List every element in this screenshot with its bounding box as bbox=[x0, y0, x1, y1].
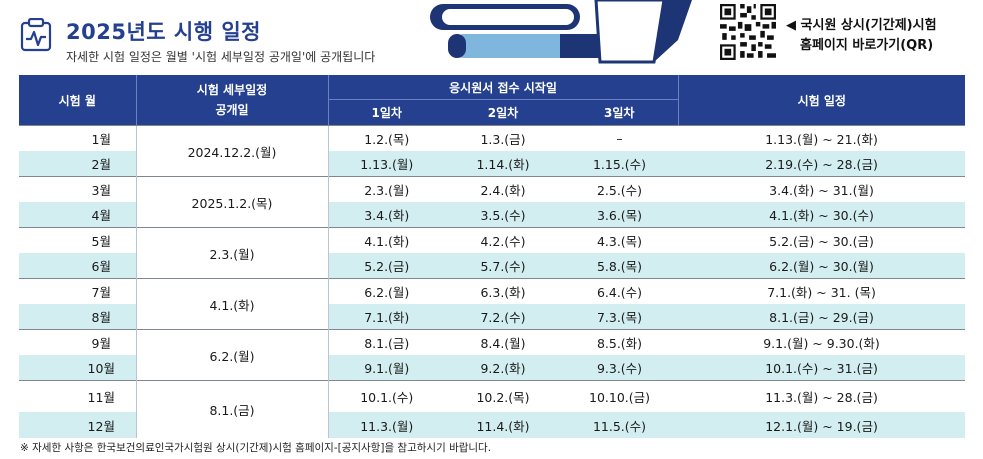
day1-cell: 2.3.(월) bbox=[328, 176, 445, 202]
day3-cell: 11.5.(수) bbox=[561, 412, 679, 438]
day1-cell: 8.1.(금) bbox=[328, 329, 445, 355]
table-row: 8월 7.1.(화) 7.2.(수) 7.3.(목) 8.1.(금) ~ 29.… bbox=[19, 304, 966, 330]
header-day3: 3일차 bbox=[561, 99, 679, 126]
day3-cell: 3.6.(목) bbox=[561, 202, 679, 228]
qr-text-line2: 홈페이지 바로가기(QR) bbox=[800, 38, 934, 53]
day1-cell: 7.1.(화) bbox=[328, 304, 445, 330]
month-cell: 10월 bbox=[19, 355, 136, 381]
day3-cell: 10.10.(금) bbox=[561, 380, 679, 412]
day3-cell: 7.3.(목) bbox=[561, 304, 679, 330]
month-cell: 7월 bbox=[19, 278, 136, 304]
day1-cell: 10.1.(수) bbox=[328, 380, 445, 412]
schedule-cell: 8.1.(금) ~ 29.(금) bbox=[678, 304, 966, 330]
schedule-cell: 3.4.(화) ~ 31.(월) bbox=[678, 176, 966, 202]
schedule-cell: 11.3.(월) ~ 28.(금) bbox=[678, 380, 966, 412]
table-row: 7월 4.1.(화) 6.2.(월) 6.3.(화) 6.4.(수) 7.1.(… bbox=[19, 278, 966, 330]
calendar-pulse-icon bbox=[20, 18, 52, 52]
day1-cell: 5.2.(금) bbox=[328, 253, 445, 279]
day1-cell: 11.3.(월) bbox=[328, 412, 445, 438]
day2-cell: 2.4.(화) bbox=[445, 176, 561, 202]
header-publish: 시험 세부일정 공개일 bbox=[135, 75, 328, 126]
day2-cell: 11.4.(화) bbox=[445, 412, 561, 438]
table-row: 10월 9.1.(월) 9.2.(화) 9.3.(수) 10.1.(수) ~ 3… bbox=[19, 355, 966, 381]
month-cell: 8월 bbox=[19, 304, 136, 330]
footnote: ※ 자세한 사항은 한국보건의료인국가시험원 상시(기간제)시험 홈페이지-[공… bbox=[20, 442, 492, 454]
day2-cell: 9.2.(화) bbox=[445, 355, 561, 381]
schedule-cell: 5.2.(금) ~ 30.(금) bbox=[678, 227, 966, 253]
schedule-table: 시험 월 시험 세부일정 공개일 응시원서 접수 시작일 시험 일정 1일차 2일… bbox=[19, 75, 966, 438]
schedule-cell: 6.2.(월) ~ 30.(월) bbox=[678, 253, 966, 279]
month-cell: 5월 bbox=[19, 227, 136, 253]
page-header: 2025년도 시행 일정 자세한 시험 일정은 월별 '시험 세부일정 공개일'… bbox=[0, 0, 983, 72]
page-subtitle: 자세한 시험 일정은 월별 '시험 세부일정 공개일'에 공개됩니다 bbox=[66, 50, 376, 64]
day1-cell: 1.13.(월) bbox=[328, 151, 445, 177]
table-row: 9월 6.2.(월) 8.1.(금) 8.4.(월) 8.5.(화) 9.1.(… bbox=[19, 329, 966, 381]
month-cell: 6월 bbox=[19, 253, 136, 279]
publish-date-cell: 2.3.(월) bbox=[135, 227, 329, 279]
header-reception: 응시원서 접수 시작일 bbox=[327, 75, 679, 100]
day3-cell: 5.8.(목) bbox=[561, 253, 679, 279]
day1-cell: 4.1.(화) bbox=[328, 227, 445, 253]
month-cell: 2월 bbox=[19, 151, 136, 177]
month-cell: 1월 bbox=[19, 125, 136, 151]
day3-cell: 4.3.(목) bbox=[561, 227, 679, 253]
day2-cell: 10.2.(목) bbox=[445, 380, 561, 412]
day3-cell: 9.3.(수) bbox=[561, 355, 679, 381]
table-row: 1월 2024.12.2.(월) 1.2.(목) 1.3.(금) – 1.13.… bbox=[19, 125, 966, 177]
day2-cell: 8.4.(월) bbox=[445, 329, 561, 355]
qr-code-icon[interactable] bbox=[720, 4, 776, 60]
schedule-cell: 12.1.(월) ~ 19.(금) bbox=[678, 412, 966, 438]
table-row: 3월 2025.1.2.(목) 2.3.(월) 2.4.(화) 2.5.(수) … bbox=[19, 176, 966, 228]
header-month: 시험 월 bbox=[19, 75, 136, 126]
day3-cell: 8.5.(화) bbox=[561, 329, 679, 355]
month-cell: 9월 bbox=[19, 329, 136, 355]
publish-date-cell: 6.2.(월) bbox=[135, 329, 329, 381]
day3-cell: 1.15.(수) bbox=[561, 151, 679, 177]
schedule-cell: 10.1.(수) ~ 31.(금) bbox=[678, 355, 966, 381]
qr-link-text[interactable]: ◀ 국시원 상시(기간제)시험 홈페이지 바로가기(QR) bbox=[786, 16, 937, 56]
page-title: 2025년도 시행 일정 bbox=[66, 20, 261, 44]
day1-cell: 9.1.(월) bbox=[328, 355, 445, 381]
day2-cell: 3.5.(수) bbox=[445, 202, 561, 228]
day1-cell: 3.4.(화) bbox=[328, 202, 445, 228]
publish-date-cell: 4.1.(화) bbox=[135, 278, 329, 330]
day3-cell: 2.5.(수) bbox=[561, 176, 679, 202]
day1-cell: 6.2.(월) bbox=[328, 278, 445, 304]
day2-cell: 4.2.(수) bbox=[445, 227, 561, 253]
publish-date-cell: 2025.1.2.(목) bbox=[135, 176, 329, 228]
month-cell: 12월 bbox=[19, 412, 136, 438]
month-cell: 3월 bbox=[19, 176, 136, 202]
day3-cell: 6.4.(수) bbox=[561, 278, 679, 304]
day2-cell: 1.14.(화) bbox=[445, 151, 561, 177]
schedule-cell: 9.1.(월) ~ 9.30.(화) bbox=[678, 329, 966, 355]
table-row: 11월 8.1.(금) 10.1.(수) 10.2.(목) 10.10.(금) … bbox=[19, 380, 966, 438]
publish-date-cell: 8.1.(금) bbox=[135, 380, 329, 438]
day3-cell: – bbox=[561, 125, 679, 151]
qr-text-line1: ◀ 국시원 상시(기간제)시험 bbox=[786, 18, 937, 33]
books-illustration bbox=[430, 0, 692, 64]
month-cell: 11월 bbox=[19, 380, 136, 412]
schedule-cell: 1.13.(월) ~ 21.(화) bbox=[678, 125, 966, 151]
month-cell: 4월 bbox=[19, 202, 136, 228]
table-row: 6월 5.2.(금) 5.7.(수) 5.8.(목) 6.2.(월) ~ 30.… bbox=[19, 253, 966, 279]
day1-cell: 1.2.(목) bbox=[328, 125, 445, 151]
header-schedule: 시험 일정 bbox=[677, 75, 966, 126]
table-row: 5월 2.3.(월) 4.1.(화) 4.2.(수) 4.3.(목) 5.2.(… bbox=[19, 227, 966, 279]
table-row: 4월 3.4.(화) 3.5.(수) 3.6.(목) 4.1.(화) ~ 30.… bbox=[19, 202, 966, 228]
schedule-cell: 2.19.(수) ~ 28.(금) bbox=[678, 151, 966, 177]
header-day2: 2일차 bbox=[445, 99, 561, 126]
schedule-cell: 7.1.(화) ~ 31. (목) bbox=[678, 278, 966, 304]
day2-cell: 6.3.(화) bbox=[445, 278, 561, 304]
schedule-cell: 4.1.(화) ~ 30.(수) bbox=[678, 202, 966, 228]
table-row: 12월 11.3.(월) 11.4.(화) 11.5.(수) 12.1.(월) … bbox=[19, 412, 966, 438]
table-row: 2월 1.13.(월) 1.14.(화) 1.15.(수) 2.19.(수) ~… bbox=[19, 151, 966, 177]
day2-cell: 1.3.(금) bbox=[445, 125, 561, 151]
day2-cell: 7.2.(수) bbox=[445, 304, 561, 330]
header-day1: 1일차 bbox=[327, 99, 445, 126]
day2-cell: 5.7.(수) bbox=[445, 253, 561, 279]
publish-date-cell: 2024.12.2.(월) bbox=[135, 125, 329, 177]
